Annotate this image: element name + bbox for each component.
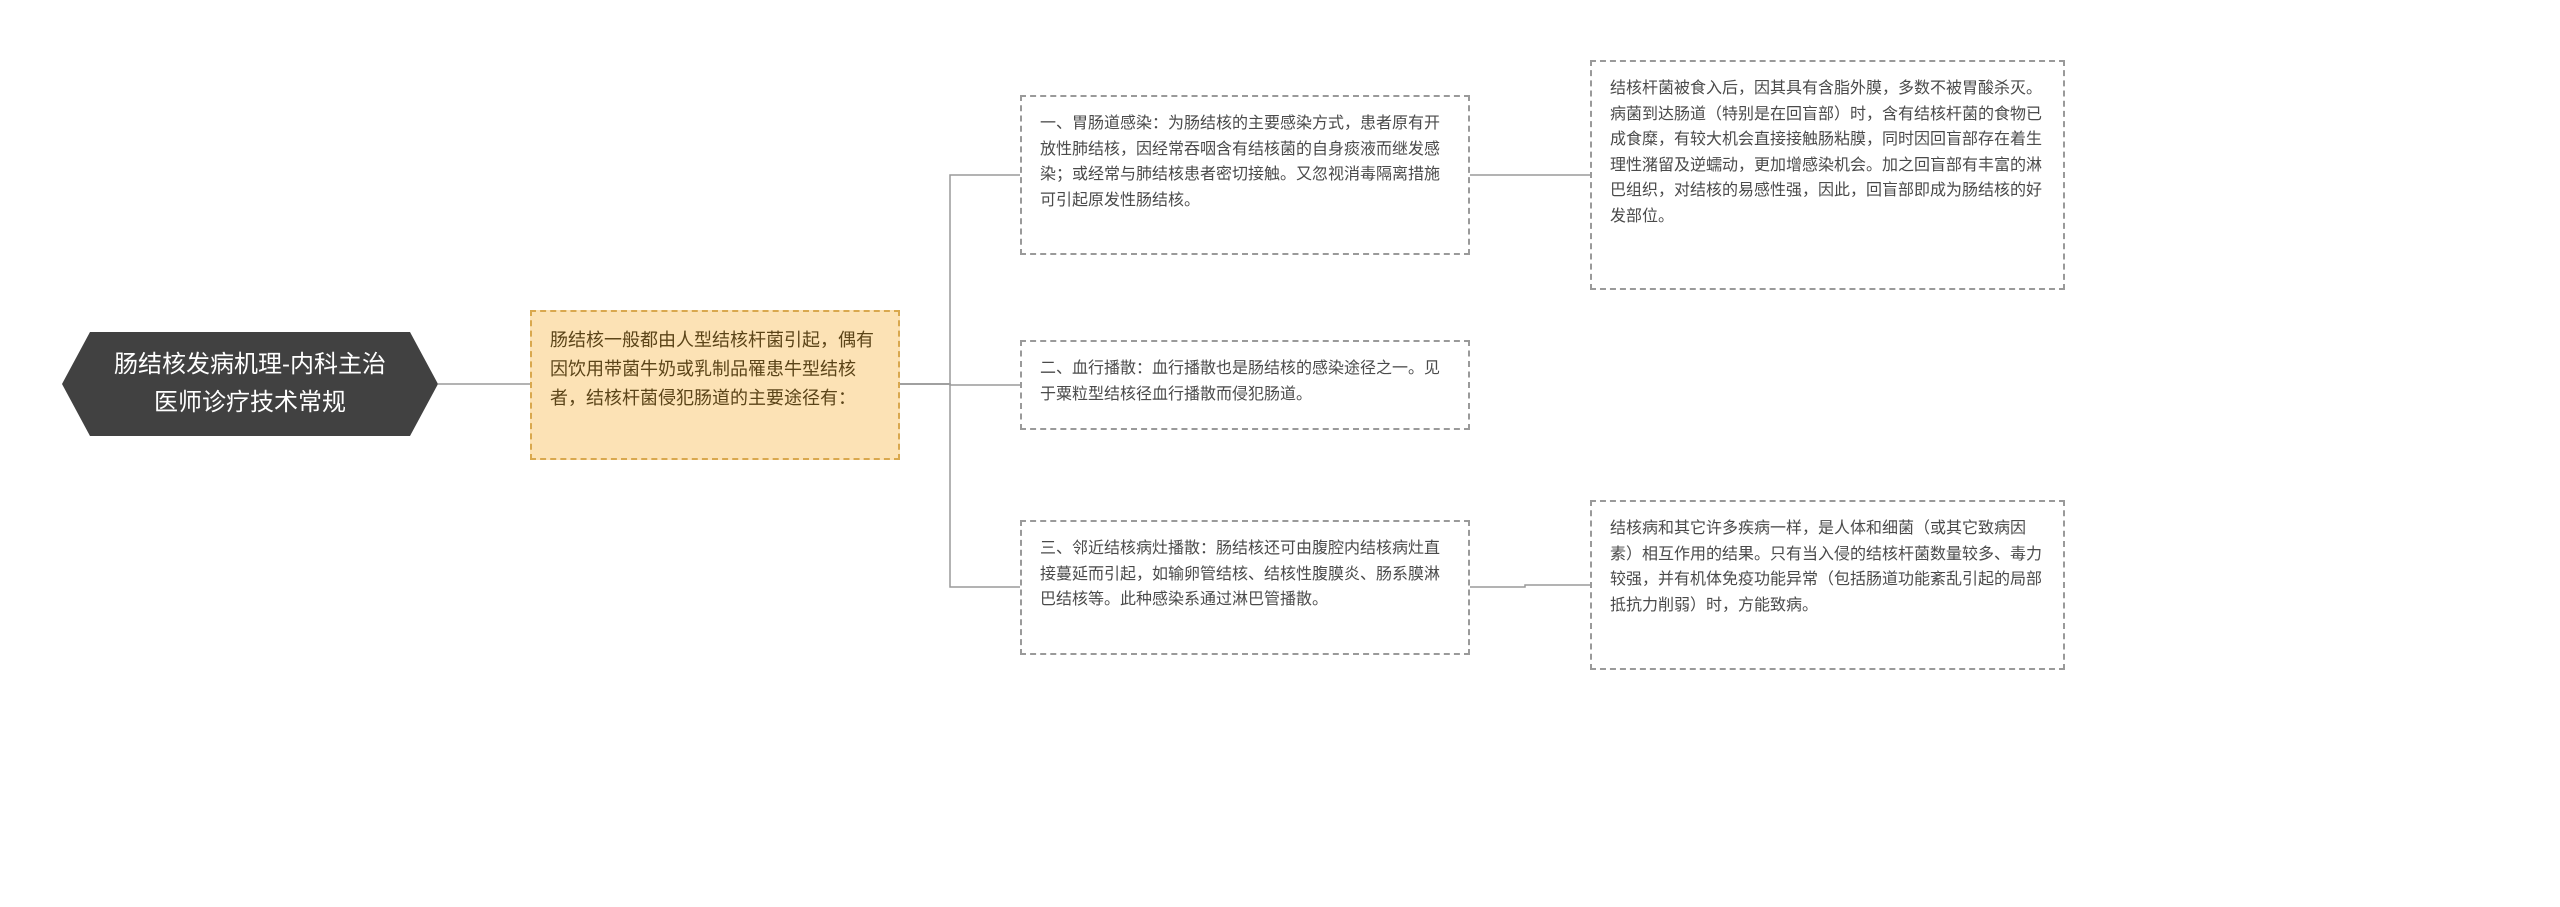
level1-text: 肠结核一般都由人型结核杆菌引起，偶有因饮用带菌牛奶或乳制品罹患牛型结核者，结核杆… [550, 330, 874, 408]
level1-node: 肠结核一般都由人型结核杆菌引起，偶有因饮用带菌牛奶或乳制品罹患牛型结核者，结核杆… [530, 310, 900, 460]
level3-text: 结核病和其它许多疾病一样，是人体和细菌（或其它致病因素）相互作用的结果。只有当入… [1610, 520, 2042, 614]
level3-node-1: 结核病和其它许多疾病一样，是人体和细菌（或其它致病因素）相互作用的结果。只有当入… [1590, 500, 2065, 670]
level2-text: 一、胃肠道感染：为肠结核的主要感染方式，患者原有开放性肺结核，因经常吞咽含有结核… [1040, 115, 1440, 209]
root-text: 肠结核发病机理-内科主治医师诊疗技术常规 [108, 346, 392, 423]
level2-text: 二、血行播散：血行播散也是肠结核的感染途径之一。见于粟粒型结核径血行播散而侵犯肠… [1040, 360, 1440, 403]
level3-node-0: 结核杆菌被食入后，因其具有含脂外膜，多数不被胃酸杀灭。病菌到达肠道（特别是在回盲… [1590, 60, 2065, 290]
level2-node-2: 三、邻近结核病灶播散：肠结核还可由腹腔内结核病灶直接蔓延而引起，如输卵管结核、结… [1020, 520, 1470, 655]
level3-text: 结核杆菌被食入后，因其具有含脂外膜，多数不被胃酸杀灭。病菌到达肠道（特别是在回盲… [1610, 80, 2042, 225]
level2-text: 三、邻近结核病灶播散：肠结核还可由腹腔内结核病灶直接蔓延而引起，如输卵管结核、结… [1040, 540, 1440, 608]
root-node: 肠结核发病机理-内科主治医师诊疗技术常规 [90, 332, 410, 436]
level2-node-0: 一、胃肠道感染：为肠结核的主要感染方式，患者原有开放性肺结核，因经常吞咽含有结核… [1020, 95, 1470, 255]
level2-node-1: 二、血行播散：血行播散也是肠结核的感染途径之一。见于粟粒型结核径血行播散而侵犯肠… [1020, 340, 1470, 430]
